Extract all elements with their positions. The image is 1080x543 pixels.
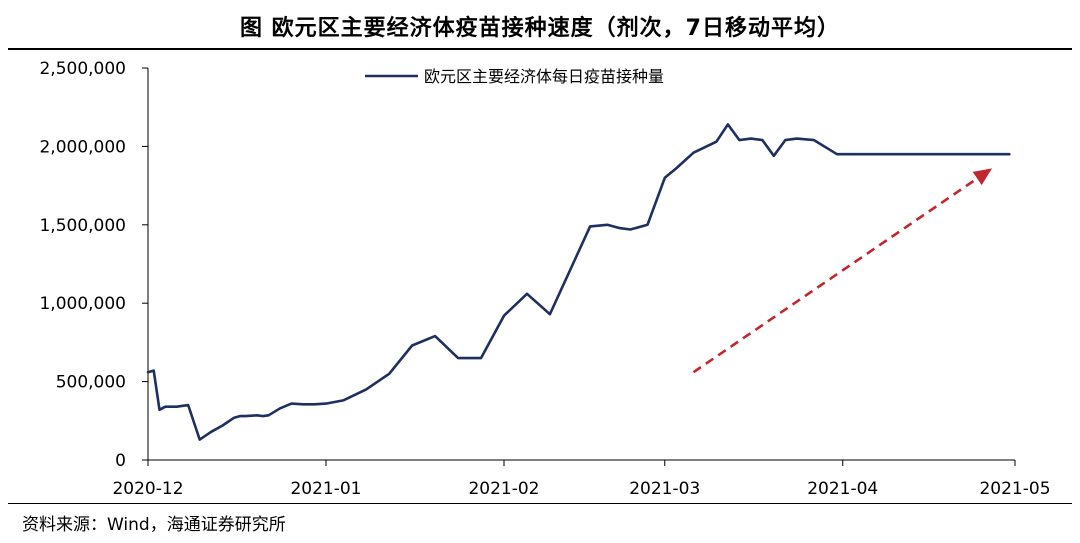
chart-title: 图 欧元区主要经济体疫苗接种速度（剂次，7日移动平均） xyxy=(240,16,840,41)
legend-label: 欧元区主要经济体每日疫苗接种量 xyxy=(424,67,664,86)
trend-arrow-head xyxy=(972,168,993,186)
y-tick-label: 1,000,000 xyxy=(39,294,126,314)
x-tick-label: 2021-03 xyxy=(629,479,700,499)
y-tick-label: 0 xyxy=(115,451,126,471)
source-note: 资料来源：Wind，海通证券研究所 xyxy=(22,515,286,535)
top-rule xyxy=(8,48,1072,50)
x-tick-label: 2021-04 xyxy=(807,479,878,499)
x-tick-label: 2021-02 xyxy=(468,479,539,499)
series-line xyxy=(146,123,1011,441)
y-tick-label: 2,500,000 xyxy=(39,59,126,79)
y-tick-label: 500,000 xyxy=(56,373,126,393)
y-tick-label: 2,000,000 xyxy=(39,137,126,157)
legend: 欧元区主要经济体每日疫苗接种量 xyxy=(365,67,664,86)
trend-arrow-shaft xyxy=(692,177,978,374)
bottom-rule xyxy=(8,503,1072,504)
x-tick-label: 2021-05 xyxy=(979,479,1050,499)
y-tick-label: 1,500,000 xyxy=(39,216,126,236)
x-tick-label: 2020-12 xyxy=(112,479,183,499)
x-tick-label: 2021-01 xyxy=(290,479,361,499)
